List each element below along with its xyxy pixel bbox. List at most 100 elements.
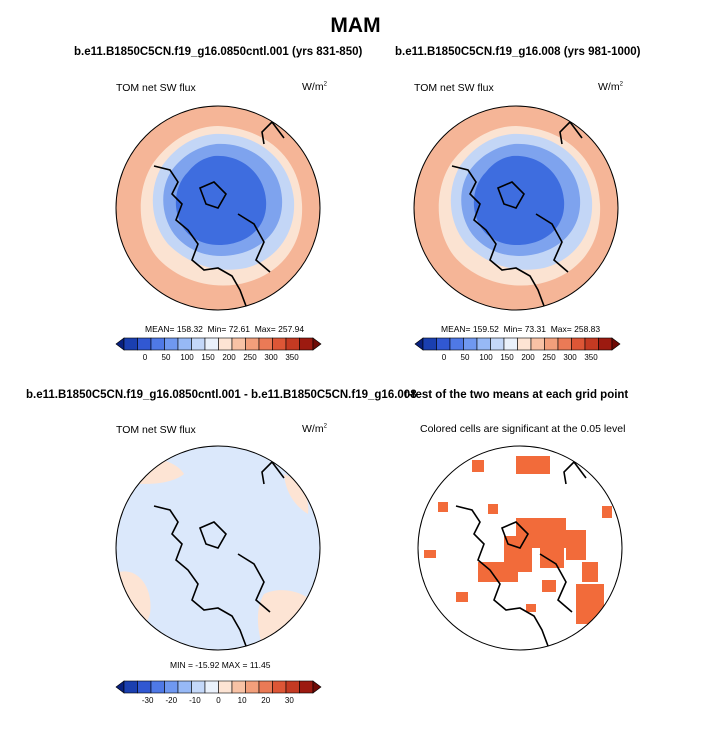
- colorbar-box: [177, 337, 192, 351]
- deep-blue-zone: [473, 155, 565, 246]
- colorbar-box: [231, 680, 246, 694]
- colorbar-box: [245, 337, 260, 351]
- colorbar-box: [258, 337, 273, 351]
- colorbar-box: [598, 337, 613, 351]
- colorbar-box: [571, 337, 586, 351]
- colorbar-tick-label: 150: [201, 353, 215, 362]
- significant-cell: [438, 502, 448, 512]
- colorbar-panel1: 0 50 100 150 200 250 300 350: [115, 337, 322, 362]
- colorbar-box: [218, 337, 233, 351]
- colorbar-tick-label: 300: [264, 353, 278, 362]
- colorbar-box: [137, 680, 152, 694]
- colorbar-tick-label: 350: [285, 353, 299, 362]
- significant-cell: [478, 562, 518, 582]
- colorbar-box: [584, 337, 599, 351]
- panel3-units: W/m2: [302, 423, 327, 435]
- colorbar-box: [177, 680, 192, 694]
- colorbar-box: [544, 337, 559, 351]
- colorbar-tick-label: 250: [542, 353, 556, 362]
- panel4-title: t-test of the two means at each grid poi…: [404, 389, 629, 401]
- colorbar-tick-label: 0: [216, 696, 221, 705]
- colorbar-box: [123, 337, 138, 351]
- colorbar-tick-label: 350: [584, 353, 598, 362]
- colorbar-box: [272, 337, 287, 351]
- significant-cell: [488, 504, 498, 514]
- significant-cell: [526, 604, 536, 612]
- panel3-title: b.e11.B1850C5CN.f19_g16.0850cntl.001 - b…: [26, 389, 417, 401]
- colorbar-box: [231, 337, 246, 351]
- panel1-stats: MEAN= 158.32 Min= 72.61 Max= 257.94: [145, 324, 305, 334]
- colorbar-svg: [115, 337, 322, 351]
- colorbar-box: [150, 337, 165, 351]
- panel4-subtitle: Colored cells are significant at the 0.0…: [420, 423, 626, 435]
- warm-anomaly: [284, 474, 309, 514]
- colorbar-box: [557, 337, 572, 351]
- colorbar-tick-label: 10: [237, 696, 247, 705]
- significant-cell: [542, 580, 556, 592]
- colorbar-tick-label: 150: [500, 353, 514, 362]
- colorbar-tick-label: 200: [521, 353, 535, 362]
- panel3-stats: MIN = -15.92 MAX = 11.45: [170, 660, 271, 670]
- colorbar-panel3: -30 -20 -10 0 10 20 30: [115, 680, 322, 705]
- colorbar-box: [490, 337, 505, 351]
- significant-cell: [516, 456, 550, 474]
- colorbar-tick-label: -30: [141, 696, 154, 705]
- colorbar-box: [123, 680, 138, 694]
- colorbar-box: [164, 680, 179, 694]
- colorbar-box: [503, 337, 518, 351]
- colorbar-box: [285, 680, 300, 694]
- panel1-units: W/m2: [302, 81, 327, 93]
- panel2-map: [413, 105, 619, 311]
- colorbar-box: [204, 337, 219, 351]
- colorbar-box: [517, 337, 532, 351]
- significant-cell: [582, 562, 598, 582]
- colorbar-box: [422, 337, 437, 351]
- colorbar-box: [204, 680, 219, 694]
- colorbar-tick-label: 20: [261, 696, 271, 705]
- colorbar-tick-label: 100: [479, 353, 493, 362]
- colorbar-tick-label: 30: [284, 696, 294, 705]
- colorbar-box: [285, 337, 300, 351]
- panel3-map: [115, 445, 321, 651]
- significant-cell: [472, 460, 484, 472]
- colorbar-box: [137, 337, 152, 351]
- colorbar-tick-label: 0: [142, 353, 148, 362]
- panel2-title: b.e11.B1850C5CN.f19_g16.008 (yrs 981-100…: [395, 46, 641, 58]
- significant-cell: [456, 592, 468, 602]
- colorbar-box: [299, 337, 314, 351]
- panel1-field-label: TOM net SW flux: [116, 82, 196, 94]
- colorbar-tick-label: 100: [180, 353, 194, 362]
- colorbar-box: [449, 337, 464, 351]
- significant-cell: [424, 550, 436, 558]
- significant-cells: [424, 456, 612, 624]
- colorbar-tick-label: 0: [441, 353, 447, 362]
- panel2-units: W/m2: [598, 81, 623, 93]
- colorbar-tick-label: -10: [189, 696, 201, 705]
- colorbar-tick-label: 300: [563, 353, 577, 362]
- coastline: [153, 120, 285, 307]
- colorbar-box: [436, 337, 451, 351]
- panel1-map: [115, 105, 321, 311]
- coastline: [451, 120, 583, 307]
- panel2-stats: MEAN= 159.52 Min= 73.31 Max= 258.83: [441, 324, 601, 334]
- figure-title: MAM: [330, 14, 381, 37]
- colorbar-tick-label: 200: [222, 353, 236, 362]
- colorbar-box: [258, 680, 273, 694]
- colorbar-svg: [115, 680, 322, 694]
- panel2-field-label: TOM net SW flux: [414, 82, 494, 94]
- colorbar-box: [463, 337, 478, 351]
- coastline: [153, 460, 285, 647]
- colorbar-box: [218, 680, 233, 694]
- colorbar-box: [476, 337, 491, 351]
- colorbar-tick-label: 250: [243, 353, 257, 362]
- colorbar-panel2: 0 50 100 150 200 250 300 350: [414, 337, 621, 362]
- colorbar-box: [245, 680, 260, 694]
- colorbar-tick-label: 50: [161, 353, 171, 362]
- panel4-map: [417, 445, 623, 651]
- colorbar-box: [530, 337, 545, 351]
- colorbar-box: [299, 680, 314, 694]
- colorbar-box: [191, 337, 206, 351]
- colorbar-box: [164, 337, 179, 351]
- colorbar-low-triangle: [115, 337, 125, 351]
- colorbar-box: [150, 680, 165, 694]
